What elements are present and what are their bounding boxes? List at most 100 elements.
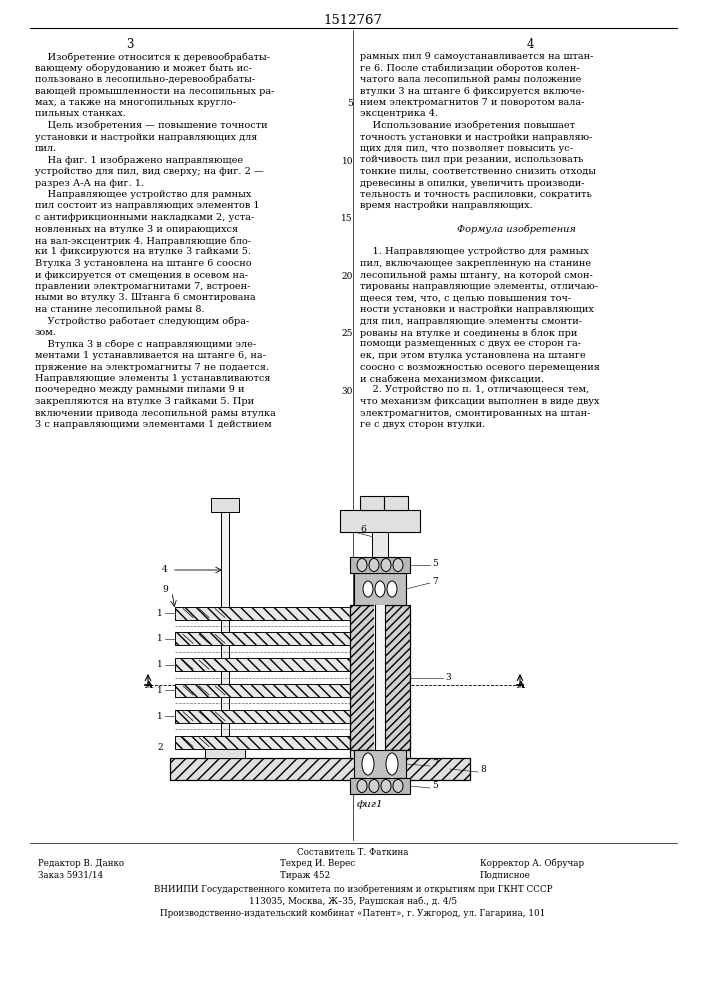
Text: что механизм фиксации выполнен в виде двух: что механизм фиксации выполнен в виде дв…	[360, 397, 600, 406]
Text: 5: 5	[432, 782, 438, 790]
Text: 1512767: 1512767	[324, 14, 382, 27]
Bar	[221, 510, 229, 758]
Text: пользовано в лесопильно-деревообрабаты-: пользовано в лесопильно-деревообрабаты-	[35, 75, 255, 85]
Bar	[175, 736, 350, 748]
Bar	[360, 496, 384, 510]
Bar	[372, 532, 388, 557]
Text: пильных станках.: пильных станках.	[35, 109, 126, 118]
Text: 3 с направляющими элементами 1 действием: 3 с направляющими элементами 1 действием	[35, 420, 271, 429]
Ellipse shape	[357, 558, 367, 572]
Bar	[350, 557, 410, 573]
Text: 1: 1	[157, 608, 163, 617]
Text: 113035, Москва, Ж–35, Раушская наб., д. 4/5: 113035, Москва, Ж–35, Раушская наб., д. …	[249, 897, 457, 906]
Text: A: A	[516, 680, 524, 690]
Text: ге 6. После стабилизации оборотов колен-: ге 6. После стабилизации оборотов колен-	[360, 64, 580, 73]
Text: щееся тем, что, с целью повышения точ-: щееся тем, что, с целью повышения точ-	[360, 294, 571, 302]
Text: 30: 30	[341, 387, 353, 396]
Text: тойчивость пил при резании, использовать: тойчивость пил при резании, использовать	[360, 155, 583, 164]
Text: Заказ 5931/14: Заказ 5931/14	[38, 871, 103, 880]
Text: Тираж 452: Тираж 452	[280, 871, 330, 880]
Text: вающей промышленности на лесопильных ра-: вающей промышленности на лесопильных ра-	[35, 87, 274, 96]
Text: 7: 7	[432, 760, 438, 768]
Text: пил состоит из направляющих элементов 1: пил состоит из направляющих элементов 1	[35, 202, 259, 211]
Text: пил, включающее закрепленную на станине: пил, включающее закрепленную на станине	[360, 259, 591, 268]
Text: Корректор А. Обручар: Корректор А. Обручар	[480, 859, 584, 868]
Ellipse shape	[357, 780, 367, 792]
Text: 1. Направляющее устройство для рамных: 1. Направляющее устройство для рамных	[360, 247, 589, 256]
Ellipse shape	[387, 581, 397, 597]
Text: зом.: зом.	[35, 328, 57, 337]
Ellipse shape	[386, 753, 398, 775]
Bar	[354, 750, 406, 778]
Text: точность установки и настройки направляю-: точность установки и настройки направляю…	[360, 132, 592, 141]
Text: 1: 1	[157, 660, 163, 669]
Bar	[175, 710, 350, 723]
Text: эксцентрика 4.: эксцентрика 4.	[360, 109, 438, 118]
Text: 15: 15	[341, 214, 353, 223]
Ellipse shape	[363, 581, 373, 597]
Text: помощи размещенных с двух ее сторон га-: помощи размещенных с двух ее сторон га-	[360, 340, 581, 349]
Text: 3: 3	[127, 38, 134, 51]
Bar	[175, 684, 350, 697]
Text: закрепляются на втулке 3 гайками 5. При: закрепляются на втулке 3 гайками 5. При	[35, 397, 254, 406]
Text: Подписное: Подписное	[480, 871, 531, 880]
Text: нием электромагнитов 7 и поворотом вала-: нием электромагнитов 7 и поворотом вала-	[360, 98, 585, 107]
Ellipse shape	[381, 558, 391, 572]
Bar	[350, 605, 410, 750]
Text: 10: 10	[341, 157, 353, 166]
Text: пряжение на электромагниты 7 не подается.: пряжение на электромагниты 7 не подается…	[35, 362, 269, 371]
Text: втулки 3 на штанге 6 фиксируется включе-: втулки 3 на штанге 6 фиксируется включе-	[360, 87, 585, 96]
Text: новленных на втулке 3 и опирающихся: новленных на втулке 3 и опирающихся	[35, 225, 238, 233]
Text: 2: 2	[158, 744, 163, 752]
Text: устройство для пил, вид сверху; на фиг. 2 —: устройство для пил, вид сверху; на фиг. …	[35, 167, 264, 176]
Bar	[175, 658, 350, 671]
Text: установки и настройки направляющих для: установки и настройки направляющих для	[35, 132, 257, 141]
Text: ге с двух сторон втулки.: ге с двух сторон втулки.	[360, 420, 485, 429]
Bar	[175, 632, 350, 645]
Text: Устройство работает следующим обра-: Устройство работает следующим обра-	[35, 316, 250, 326]
Bar	[350, 740, 410, 758]
Bar	[211, 498, 239, 512]
Bar	[384, 496, 408, 510]
Text: Втулка 3 в сборе с направляющими эле-: Втулка 3 в сборе с направляющими эле-	[35, 340, 256, 349]
Text: Цель изобретения — повышение точности: Цель изобретения — повышение точности	[35, 121, 268, 130]
Text: 4: 4	[162, 566, 168, 574]
Text: 1: 1	[157, 686, 163, 695]
Text: 25: 25	[341, 329, 353, 338]
Text: 9: 9	[162, 585, 168, 594]
Bar	[175, 632, 350, 645]
Bar	[175, 606, 350, 619]
Text: на вал-эксцентрик 4. Направляющие бло-: на вал-эксцентрик 4. Направляющие бло-	[35, 236, 251, 245]
Text: Производственно-издательский комбинат «Патент», г. Ужгород, ул. Гагарина, 101: Производственно-издательский комбинат «П…	[160, 909, 546, 918]
Text: Составитель Т. Фаткина: Составитель Т. Фаткина	[297, 848, 409, 857]
Text: древесины в опилки, увеличить производи-: древесины в опилки, увеличить производи-	[360, 178, 585, 188]
Text: время настройки направляющих.: время настройки направляющих.	[360, 202, 533, 211]
Text: ными во втулку 3. Штанга 6 смонтирована: ными во втулку 3. Штанга 6 смонтирована	[35, 294, 256, 302]
Text: лесопильной рамы штангу, на которой смон-: лесопильной рамы штангу, на которой смон…	[360, 270, 592, 279]
Ellipse shape	[393, 558, 403, 572]
Text: 5: 5	[432, 558, 438, 568]
Bar	[340, 510, 420, 532]
Text: тонкие пилы, соответственно снизить отходы: тонкие пилы, соответственно снизить отхо…	[360, 167, 596, 176]
Text: Изобретение относится к деревообрабаты-: Изобретение относится к деревообрабаты-	[35, 52, 270, 62]
Text: ВНИИПИ Государственного комитета по изобретениям и открытиям при ГКНТ СССР: ВНИИПИ Государственного комитета по изоб…	[153, 885, 552, 894]
Text: щих для пил, что позволяет повысить ус-: щих для пил, что позволяет повысить ус-	[360, 144, 573, 153]
Text: электромагнитов, смонтированных на штан-: электромагнитов, смонтированных на штан-	[360, 408, 590, 418]
Text: Редактор В. Данко: Редактор В. Данко	[38, 859, 124, 868]
Ellipse shape	[381, 780, 391, 792]
Text: для пил, направляющие элементы смонти-: для пил, направляющие элементы смонти-	[360, 316, 582, 326]
Text: правлении электромагнитами 7, встроен-: правлении электромагнитами 7, встроен-	[35, 282, 250, 291]
Text: вающему оборудованию и может быть ис-: вающему оборудованию и может быть ис-	[35, 64, 252, 73]
Text: соосно с возможностью осевого перемещения: соосно с возможностью осевого перемещени…	[360, 362, 600, 371]
Ellipse shape	[362, 753, 374, 775]
Text: 6: 6	[360, 526, 366, 534]
Text: 7: 7	[432, 576, 438, 585]
Text: ментами 1 устанавливается на штанге 6, на-: ментами 1 устанавливается на штанге 6, н…	[35, 351, 266, 360]
Text: ности установки и настройки направляющих: ности установки и настройки направляющих	[360, 305, 594, 314]
Bar	[375, 510, 385, 758]
Text: 1: 1	[157, 634, 163, 643]
Ellipse shape	[369, 558, 379, 572]
Text: разрез А-А на фиг. 1.: разрез А-А на фиг. 1.	[35, 178, 144, 188]
Bar	[350, 778, 410, 794]
Text: 2. Устройство по п. 1, отличающееся тем,: 2. Устройство по п. 1, отличающееся тем,	[360, 385, 589, 394]
